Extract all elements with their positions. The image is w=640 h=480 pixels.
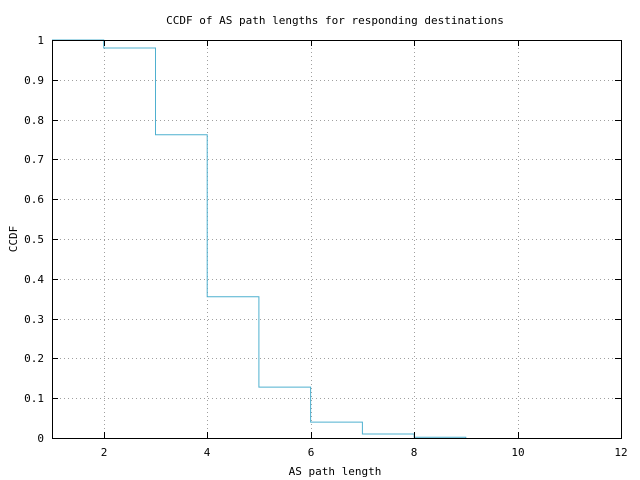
y-tick-label: 0.5 bbox=[24, 233, 44, 246]
ccdf-step-line bbox=[52, 39, 467, 438]
x-tick-label: 2 bbox=[101, 446, 108, 459]
y-tick-labels: 0 0.1 0.2 0.3 0.4 0.5 0.6 0.7 0.8 0.9 1 bbox=[24, 34, 44, 445]
x-tick-label: 10 bbox=[511, 446, 524, 459]
y-tick-label: 0.8 bbox=[24, 114, 44, 127]
axis-ticks bbox=[52, 40, 622, 439]
y-tick-label: 0.7 bbox=[24, 153, 44, 166]
x-tick-label: 6 bbox=[308, 446, 315, 459]
y-tick-label: 0.6 bbox=[24, 193, 44, 206]
y-axis-label: CCDF bbox=[7, 226, 20, 253]
plot-series bbox=[52, 39, 467, 438]
y-tick-label: 0.3 bbox=[24, 313, 44, 326]
chart-title: CCDF of AS path lengths for responding d… bbox=[166, 14, 504, 27]
x-axis-label: AS path length bbox=[289, 465, 382, 478]
y-tick-label: 0.2 bbox=[24, 352, 44, 365]
y-tick-label: 0.9 bbox=[24, 74, 44, 87]
grid bbox=[52, 40, 621, 438]
y-tick-label: 0.1 bbox=[24, 392, 44, 405]
y-tick-label: 0 bbox=[37, 432, 44, 445]
y-tick-label: 1 bbox=[37, 34, 44, 47]
y-tick-label: 0.4 bbox=[24, 273, 44, 286]
x-tick-label: 12 bbox=[614, 446, 627, 459]
x-tick-label: 8 bbox=[411, 446, 418, 459]
x-tick-label: 4 bbox=[204, 446, 211, 459]
x-tick-labels: 2 4 6 8 10 12 bbox=[101, 446, 628, 459]
